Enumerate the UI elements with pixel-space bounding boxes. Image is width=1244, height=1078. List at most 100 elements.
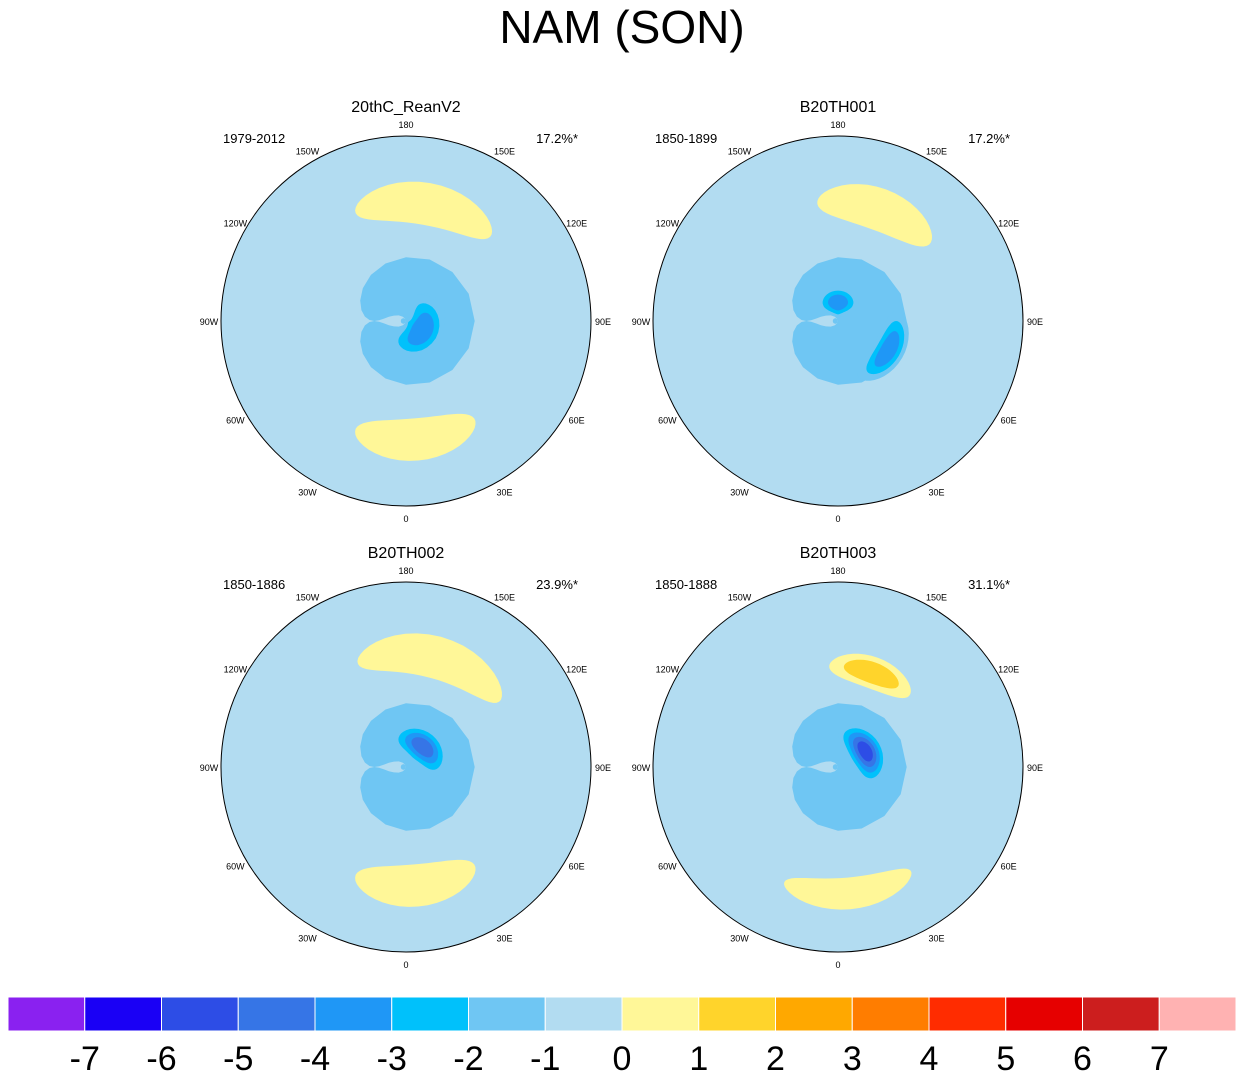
contour-feature-1-level--5 — [857, 741, 873, 762]
contour-minus1-polar — [360, 703, 475, 831]
contour-feature-2-level--3 — [874, 331, 900, 367]
lon-label-7: 30W — [730, 488, 749, 498]
lon-label-4: 60E — [1001, 416, 1017, 426]
map-panel-1: 20thC_ReanV2 1979-2012 17.2%* 180 150E 120E 90… — [200, 99, 611, 524]
contour-layer — [355, 633, 502, 907]
lon-label-0: 180 — [830, 120, 845, 130]
lon-label-8: 60W — [658, 862, 677, 872]
panel-period: 1850-1888 — [655, 577, 717, 592]
colorbar-tick-label: 0 — [613, 1040, 632, 1078]
panel-variance: 23.9%* — [536, 577, 578, 592]
contour-layer — [784, 653, 912, 910]
lon-label-6: 0 — [835, 960, 840, 970]
lon-label-7: 30W — [298, 488, 317, 498]
panel-title: B20TH003 — [800, 545, 877, 562]
colorbar-box-11 — [851, 997, 930, 1031]
lon-label-3: 90E — [1027, 317, 1043, 327]
colorbar-box-0 — [8, 997, 86, 1031]
lon-label-9: 90W — [632, 763, 651, 773]
lon-label-1: 150E — [926, 592, 947, 602]
lon-label-11: 150W — [728, 146, 752, 156]
lon-label-0: 180 — [398, 120, 413, 130]
lon-label-10: 120W — [656, 219, 680, 229]
map-boundary — [652, 135, 1024, 507]
lon-label-10: 120W — [224, 665, 248, 675]
lon-label-4: 60E — [569, 862, 585, 872]
lon-label-10: 120W — [656, 665, 680, 675]
lon-label-1: 150E — [494, 146, 515, 156]
colorbar-box-6 — [468, 997, 546, 1031]
colorbar-box-4 — [314, 997, 393, 1031]
colorbar-tick-label: 1 — [689, 1040, 708, 1078]
contour-layer — [792, 184, 932, 385]
lon-label-5: 30E — [496, 488, 512, 498]
map-boundary — [220, 135, 592, 507]
figure-title: NAM (SON) — [499, 1, 745, 53]
colorbar-tick-label: 2 — [766, 1040, 785, 1078]
lon-label-3: 90E — [595, 317, 611, 327]
colorbar-box-10 — [775, 997, 853, 1031]
contour-feature-1-level--4 — [411, 737, 434, 758]
colorbar-box-2 — [161, 997, 239, 1031]
panel-period: 1979-2012 — [223, 131, 285, 146]
contour-layer — [355, 181, 493, 461]
colorbar-tick-label: 4 — [920, 1040, 939, 1078]
map-boundary — [220, 581, 592, 953]
lon-label-8: 60W — [226, 416, 245, 426]
lon-label-9: 90W — [632, 317, 651, 327]
lon-label-10: 120W — [224, 219, 248, 229]
colorbar-tick-label: 7 — [1150, 1040, 1169, 1078]
lon-label-1: 150E — [494, 592, 515, 602]
map-panels: 20thC_ReanV2 1979-2012 17.2%* 180 150E 120E 90… — [200, 99, 1043, 970]
colorbar-box-14 — [1082, 997, 1160, 1031]
contour-minus1-polar — [792, 703, 907, 831]
lon-label-0: 180 — [398, 566, 413, 576]
lon-label-8: 60W — [226, 862, 245, 872]
colorbar-box-15 — [1158, 997, 1236, 1031]
lon-label-1: 150E — [926, 146, 947, 156]
colorbar-tick-label: -1 — [530, 1040, 560, 1078]
lon-label-3: 90E — [595, 763, 611, 773]
lon-label-6: 0 — [403, 960, 408, 970]
colorbar-box-13 — [1005, 997, 1083, 1031]
lon-label-5: 30E — [928, 488, 944, 498]
contour-feature-3-level-1 — [355, 859, 476, 907]
lon-label-2: 120E — [998, 219, 1019, 229]
map-boundary — [652, 581, 1024, 953]
contour-feature-2-level-2 — [843, 659, 899, 689]
colorbar-tick-label: -7 — [70, 1040, 100, 1078]
lon-label-7: 30W — [730, 934, 749, 944]
lon-label-4: 60E — [1001, 862, 1017, 872]
colorbar-tick-labels: -7 -6 -5 -4 -3 -2 -1 0 1 2 3 4 5 6 7 — [70, 1040, 1169, 1078]
panel-title: B20TH001 — [800, 99, 877, 116]
contour-feature-3-level-1 — [817, 184, 932, 247]
lon-label-3: 90E — [1027, 763, 1043, 773]
colorbar-tick-label: 3 — [843, 1040, 862, 1078]
colorbar-tick-label: -5 — [223, 1040, 253, 1078]
lon-label-6: 0 — [403, 514, 408, 524]
colorbar-box-8 — [621, 997, 700, 1031]
map-panel-3: B20TH002 1850-1886 23.9%* 180 150E 120E 90E 60E… — [200, 545, 611, 970]
colorbar-tick-label: -3 — [377, 1040, 407, 1078]
colorbar-box-7 — [544, 997, 623, 1031]
lon-label-11: 150W — [728, 592, 752, 602]
lon-label-11: 150W — [296, 592, 320, 602]
contour-feature-3-level-1 — [784, 868, 912, 910]
lon-label-5: 30E — [928, 934, 944, 944]
colorbar-tick-label: -6 — [146, 1040, 176, 1078]
lon-label-7: 30W — [298, 934, 317, 944]
colorbar-box-9 — [698, 997, 776, 1031]
lon-label-8: 60W — [658, 416, 677, 426]
panel-period: 1850-1886 — [223, 577, 285, 592]
colorbar-box-5 — [391, 997, 469, 1031]
panel-variance: 17.2%* — [536, 131, 578, 146]
colorbar-tick-label: 5 — [996, 1040, 1015, 1078]
contour-feature-2-level-1 — [357, 633, 502, 703]
colorbar-box-1 — [84, 997, 162, 1031]
lon-label-9: 90W — [200, 763, 219, 773]
contour-feature-2-level--3 — [407, 312, 434, 346]
lon-label-9: 90W — [200, 317, 219, 327]
contour-feature-1-level--3 — [828, 294, 848, 311]
lon-label-2: 120E — [998, 665, 1019, 675]
colorbar-tick-label: -2 — [453, 1040, 483, 1078]
